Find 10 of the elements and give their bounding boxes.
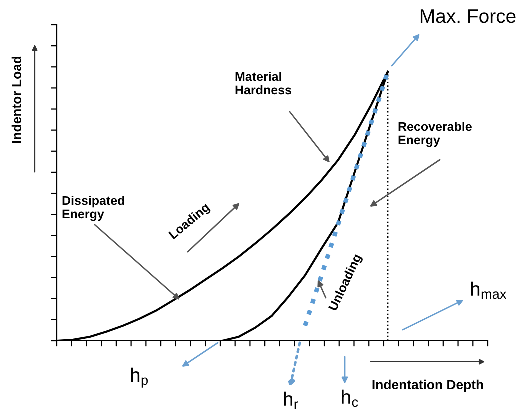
x-axis-title: Indentation Depth: [372, 380, 484, 392]
text: Recoverable Energy: [398, 122, 472, 148]
text: Max. Force: [420, 10, 516, 24]
text: h$_{r}$: [284, 392, 298, 410]
text: h$_{p}$: [131, 368, 148, 388]
text: h$_{max}$: [471, 282, 507, 300]
annotation: Material Hardness: [236, 72, 292, 95]
y-axis-title: Indentor Load: [12, 56, 22, 144]
text: h$_{c}$: [342, 390, 358, 408]
annotation: Dissipated Energy: [62, 196, 124, 222]
